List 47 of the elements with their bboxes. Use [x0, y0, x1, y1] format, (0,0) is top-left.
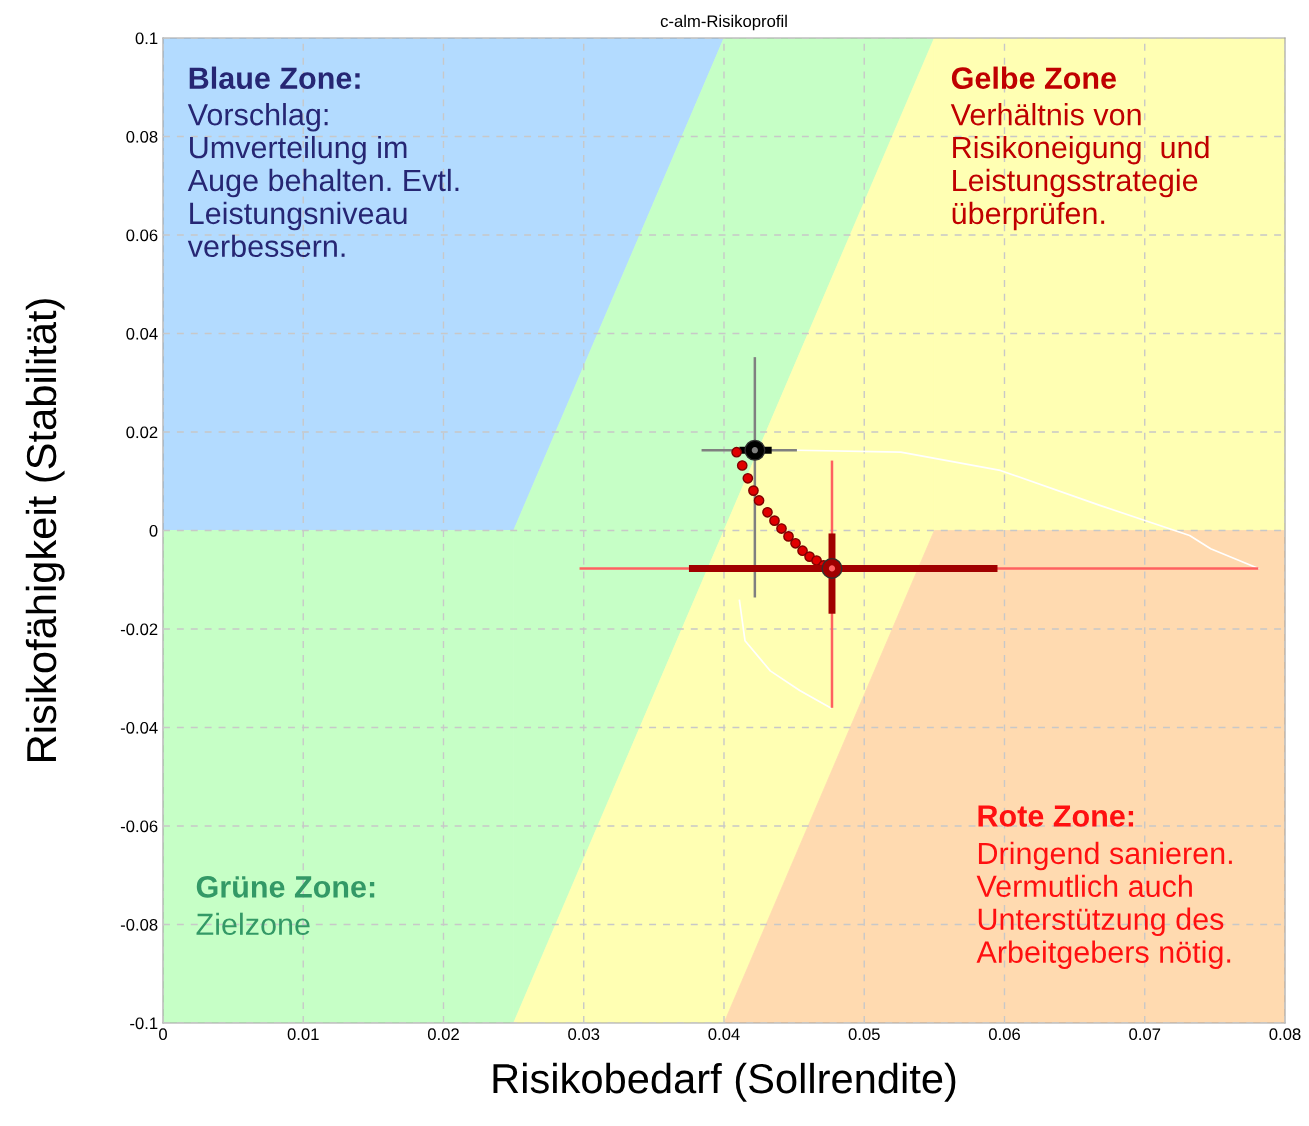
y-axis-title: Risikofähigkeit (Stabilität) [25, 299, 65, 761]
point [769, 515, 780, 527]
point [797, 545, 808, 557]
point [753, 495, 765, 506]
point [783, 531, 794, 542]
annotation: Rote Zone: [978, 805, 1134, 827]
annotation: Dringend sanieren. Vermutlich auch Unterstützung des Arbeitgebers nötig. [976, 841, 1232, 969]
point [821, 557, 843, 579]
y-tick-label: 0.06 [126, 229, 158, 242]
annotation: Zielzone [196, 912, 310, 936]
annotation: Verhältnis von Risikoneigung und Leistungsstrategie überprüfen. [950, 103, 1209, 231]
x-tick-label: 0.01 [287, 1028, 319, 1041]
point [811, 555, 822, 566]
annotation: Blaue Zone: [189, 66, 360, 90]
point [790, 537, 801, 549]
line-series [796, 449, 1260, 570]
annotation: Gelbe Zone [951, 66, 1116, 90]
x-tick-label: 0.04 [708, 1028, 740, 1041]
y-tick-label: -0.06 [120, 820, 158, 833]
line-series [738, 599, 832, 709]
y-tick-label: 0 [149, 524, 158, 537]
x-tick-label: 0.03 [568, 1028, 600, 1041]
point [744, 439, 766, 461]
chart-title: c-alm-Risikoprofil [660, 14, 787, 31]
y-tick-label: -0.02 [120, 623, 158, 636]
y-tick-label: 0.1 [135, 32, 158, 45]
point [748, 485, 759, 496]
y-tick-label: -0.1 [130, 1017, 158, 1030]
x-tick-label: 0.05 [848, 1028, 880, 1041]
y-tick-label: -0.08 [120, 918, 158, 931]
x-tick-label: 0 [159, 1028, 167, 1041]
annotation: Vorschlag: Umverteilung im Auge behalten. Evtl. Leistungsniveau verbessern. [187, 103, 459, 258]
y-tick-label: 0.04 [126, 327, 158, 340]
x-tick-label: 0.06 [988, 1028, 1020, 1041]
y-tick-label: 0.08 [126, 130, 158, 143]
annotation: Grüne Zone: [196, 876, 375, 898]
point [776, 523, 787, 534]
x-tick-label: 0.08 [1269, 1028, 1301, 1041]
y-tick-label: -0.04 [120, 721, 158, 734]
point [762, 506, 773, 518]
point [731, 446, 742, 458]
point [736, 460, 748, 471]
y-tick-label: 0.02 [126, 426, 158, 439]
x-tick-label: 0.07 [1129, 1028, 1161, 1041]
x-axis-title: Risikobedarf (Sollrendite) [493, 1062, 956, 1102]
x-tick-label: 0.02 [427, 1028, 459, 1041]
point [742, 472, 754, 484]
